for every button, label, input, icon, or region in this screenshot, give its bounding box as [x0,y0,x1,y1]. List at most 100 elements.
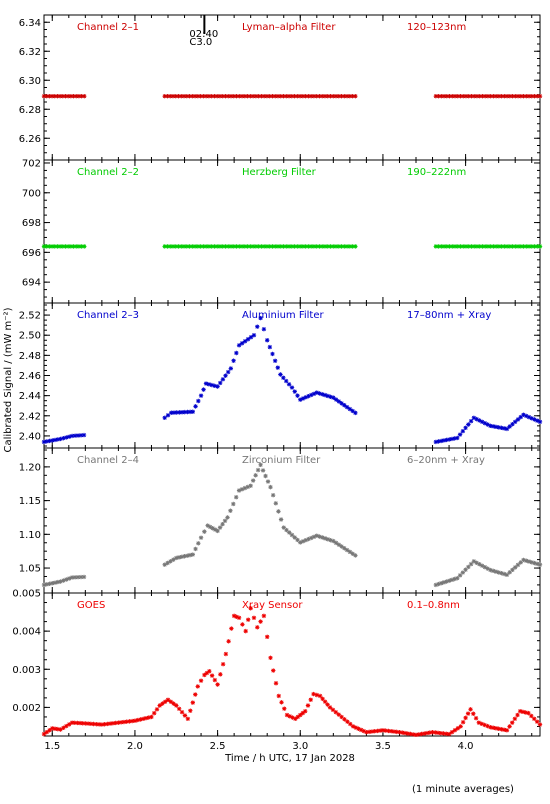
data-point-ch23 [347,406,353,412]
y-tick-label: 696 [22,248,41,259]
data-point-ch23 [206,382,212,387]
data-point-goes [160,701,165,706]
data-point-ch23 [272,358,278,363]
x-tick-label: 3.5 [375,741,391,752]
panel-channel-label: GOES [77,600,105,611]
data-point-ch24 [268,484,273,490]
data-point-ch22 [306,244,311,249]
x-tick-label: 1.5 [44,741,60,752]
data-point-goes [220,661,226,667]
data-point-goes [102,722,107,727]
data-point-ch23 [447,437,452,442]
data-point-ch21 [223,94,228,99]
data-point-ch21 [217,94,223,99]
data-point-ch23 [242,339,248,344]
data-point-ch23 [171,410,177,415]
data-point-ch23 [162,415,167,420]
data-point-ch24 [529,560,534,565]
data-point-ch21 [57,94,63,99]
y-tick-label: 2.48 [19,351,41,362]
data-point-ch21 [526,94,532,99]
data-point-ch23 [61,435,66,441]
data-point-ch21 [469,94,474,99]
data-point-ch24 [298,540,303,545]
data-point-ch21 [286,94,292,99]
data-point-ch22 [165,244,170,249]
data-point-ch22 [226,244,231,249]
data-point-ch22 [184,244,190,249]
data-point-ch24 [344,547,350,553]
data-point-goes [157,703,162,708]
data-point-ch21 [273,94,278,99]
data-point-goes [88,721,94,726]
data-point-ch22 [314,244,319,249]
data-point-goes [364,729,369,735]
data-point-goes [179,709,185,715]
data-point-ch24 [52,580,58,585]
data-point-ch21 [306,94,311,99]
data-point-goes [320,696,325,702]
data-point-ch23 [218,380,223,386]
data-point-goes [314,692,319,698]
data-point-ch21 [162,94,167,99]
data-point-ch23 [504,426,510,432]
data-point-ch24 [67,576,72,581]
data-point-ch22 [220,244,225,249]
data-point-ch23 [518,414,523,420]
data-point-ch23 [225,369,231,375]
data-point-ch24 [501,571,507,577]
data-point-ch22 [55,244,60,249]
data-point-ch24 [515,562,521,568]
data-point-ch22 [250,244,256,249]
data-point-ch22 [212,244,217,249]
data-point-ch24 [342,546,347,551]
data-point-goes [339,714,344,720]
data-point-ch22 [176,244,181,249]
data-point-ch21 [181,94,187,99]
data-point-goes [493,726,499,731]
data-point-ch22 [300,244,306,249]
data-point-ch23 [275,365,280,370]
data-point-ch22 [52,244,57,249]
data-point-ch23 [333,397,339,402]
data-point-goes [520,709,526,715]
data-point-ch23 [193,404,198,409]
data-point-ch24 [521,557,526,563]
data-point-goes [52,726,58,731]
data-point-ch22 [537,244,543,249]
data-point-ch24 [510,567,515,573]
data-point-ch21 [524,94,529,99]
data-point-ch23 [251,333,257,338]
data-point-ch21 [499,94,504,99]
data-point-goes [185,716,191,722]
data-point-ch24 [322,536,328,541]
data-point-goes [135,717,140,723]
data-point-ch24 [193,546,198,552]
data-point-ch24 [493,569,499,574]
data-point-goes [47,728,52,733]
data-point-goes [113,720,118,726]
data-point-ch21 [187,94,192,99]
data-point-goes [342,717,347,722]
data-point-goes [427,730,432,735]
data-point-ch23 [169,410,174,415]
data-point-ch23 [449,436,455,442]
data-point-ch23 [278,372,283,377]
y-tick-label: 0.005 [12,589,41,600]
data-point-goes [438,730,443,736]
data-point-ch23 [309,392,314,398]
data-point-ch22 [317,244,322,249]
data-point-goes [229,626,234,631]
data-point-ch24 [526,559,532,564]
data-point-ch24 [187,552,193,558]
data-point-ch21 [237,94,242,99]
data-point-goes [67,722,72,727]
data-point-goes [143,716,149,721]
data-point-ch22 [474,244,480,249]
data-point-goes [105,721,110,727]
data-point-ch24 [185,553,190,558]
data-point-goes [348,721,353,727]
data-point-ch23 [187,409,193,415]
data-point-ch22 [461,244,466,249]
